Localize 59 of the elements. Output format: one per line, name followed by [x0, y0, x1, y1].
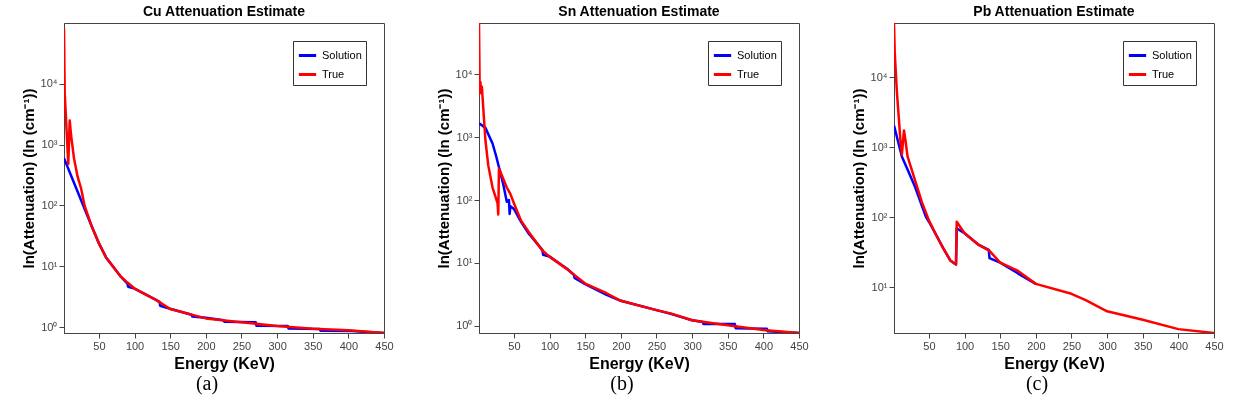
y-tick-label: 10⁰: [455, 319, 472, 332]
x-tick-label: 100: [125, 339, 144, 352]
x-tick-label: 400: [1169, 339, 1188, 352]
x-axis-title: Energy (KeV): [588, 354, 690, 372]
x-tick-label: 250: [1062, 339, 1081, 352]
y-tick-label: 10¹: [456, 256, 473, 269]
legend-label: Solution: [321, 48, 362, 61]
y-tick-label: 10³: [456, 130, 473, 143]
legend-label: True: [736, 67, 759, 80]
x-tick-label: 300: [682, 339, 702, 352]
x-tick-label: 450: [789, 339, 809, 352]
x-tick-label: 450: [1204, 339, 1224, 352]
y-axis-title: ln(Attenuation) (ln (cm⁻¹)): [19, 88, 37, 269]
x-tick-label: 400: [754, 339, 773, 352]
x-axis-title: Energy (KeV): [1003, 354, 1105, 372]
x-tick-label: 350: [303, 339, 322, 352]
x-tick-label: 250: [232, 339, 251, 352]
legend-label: Solution: [1151, 48, 1192, 61]
x-tick-label: 350: [1133, 339, 1152, 352]
x-tick-label: 300: [267, 339, 287, 352]
x-tick-label: 200: [1026, 339, 1046, 352]
y-tick-label: 10²: [456, 193, 473, 206]
x-axis-title: Energy (KeV): [173, 354, 275, 372]
x-tick-label: 150: [576, 339, 595, 352]
x-tick-label: 50: [92, 339, 106, 352]
y-tick-label: 10⁰: [40, 320, 57, 333]
chart-title: Cu Attenuation Estimate: [142, 3, 305, 19]
x-tick-label: 50: [922, 339, 936, 352]
x-tick-label: 150: [991, 339, 1010, 352]
y-tick-label: 10²: [871, 210, 888, 223]
x-tick-label: 300: [1097, 339, 1117, 352]
x-tick-label: 250: [647, 339, 666, 352]
y-tick-label: 10⁴: [870, 70, 888, 83]
y-axis-title: ln(Attenuation) (ln (cm⁻¹)): [849, 88, 867, 269]
y-tick-label: 10³: [41, 138, 58, 151]
x-tick-label: 350: [718, 339, 737, 352]
x-tick-label: 150: [161, 339, 180, 352]
x-tick-label: 400: [339, 339, 358, 352]
y-tick-label: 10³: [871, 140, 888, 153]
x-tick-label: 100: [955, 339, 974, 352]
y-tick-label: 10⁴: [455, 67, 473, 80]
legend-label: True: [321, 67, 344, 80]
y-axis-title: ln(Attenuation) (ln (cm⁻¹)): [434, 88, 452, 269]
text: (a): [195, 372, 219, 395]
x-tick-label: 200: [196, 339, 216, 352]
y-tick-label: 10⁴: [40, 77, 58, 90]
y-tick-label: 10¹: [41, 259, 58, 272]
text: (b): [610, 372, 634, 395]
legend-label: True: [1151, 67, 1174, 80]
chart-title: Sn Attenuation Estimate: [557, 3, 720, 19]
x-tick-label: 100: [540, 339, 559, 352]
x-tick-label: 450: [374, 339, 394, 352]
y-tick-label: 10²: [41, 198, 58, 211]
text: (c): [1025, 372, 1049, 395]
legend-label: Solution: [736, 48, 777, 61]
x-tick-label: 50: [507, 339, 521, 352]
y-tick-label: 10¹: [871, 280, 888, 293]
chart-title: Pb Attenuation Estimate: [972, 3, 1135, 19]
x-tick-label: 200: [611, 339, 631, 352]
